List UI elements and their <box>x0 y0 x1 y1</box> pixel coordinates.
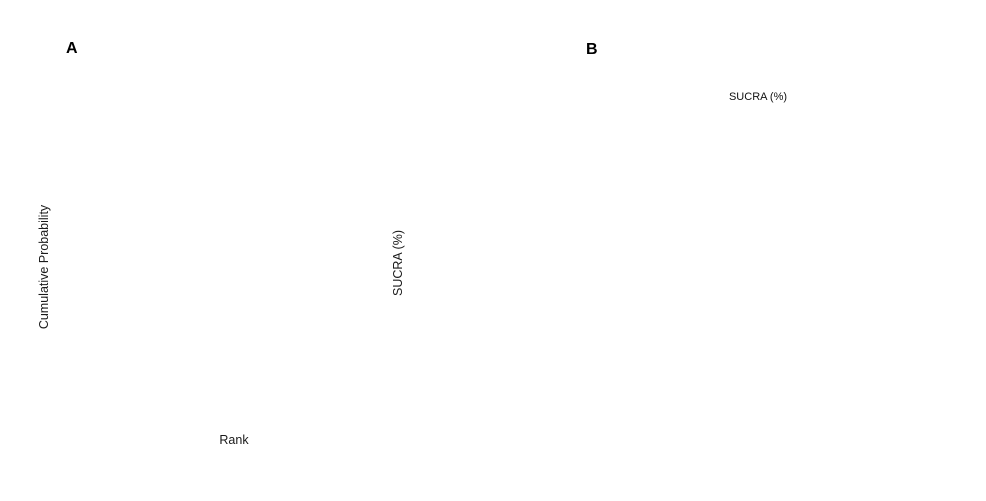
panel-a-label: A <box>66 40 78 57</box>
radial-plot-title: SUCRA (%) <box>728 91 788 103</box>
y-axis-title: Cumulative Probability <box>37 204 51 330</box>
panel-b-label: B <box>586 41 598 58</box>
x-axis-title: Rank <box>219 433 249 447</box>
legend-axis-title: SUCRA (%) <box>391 230 405 296</box>
